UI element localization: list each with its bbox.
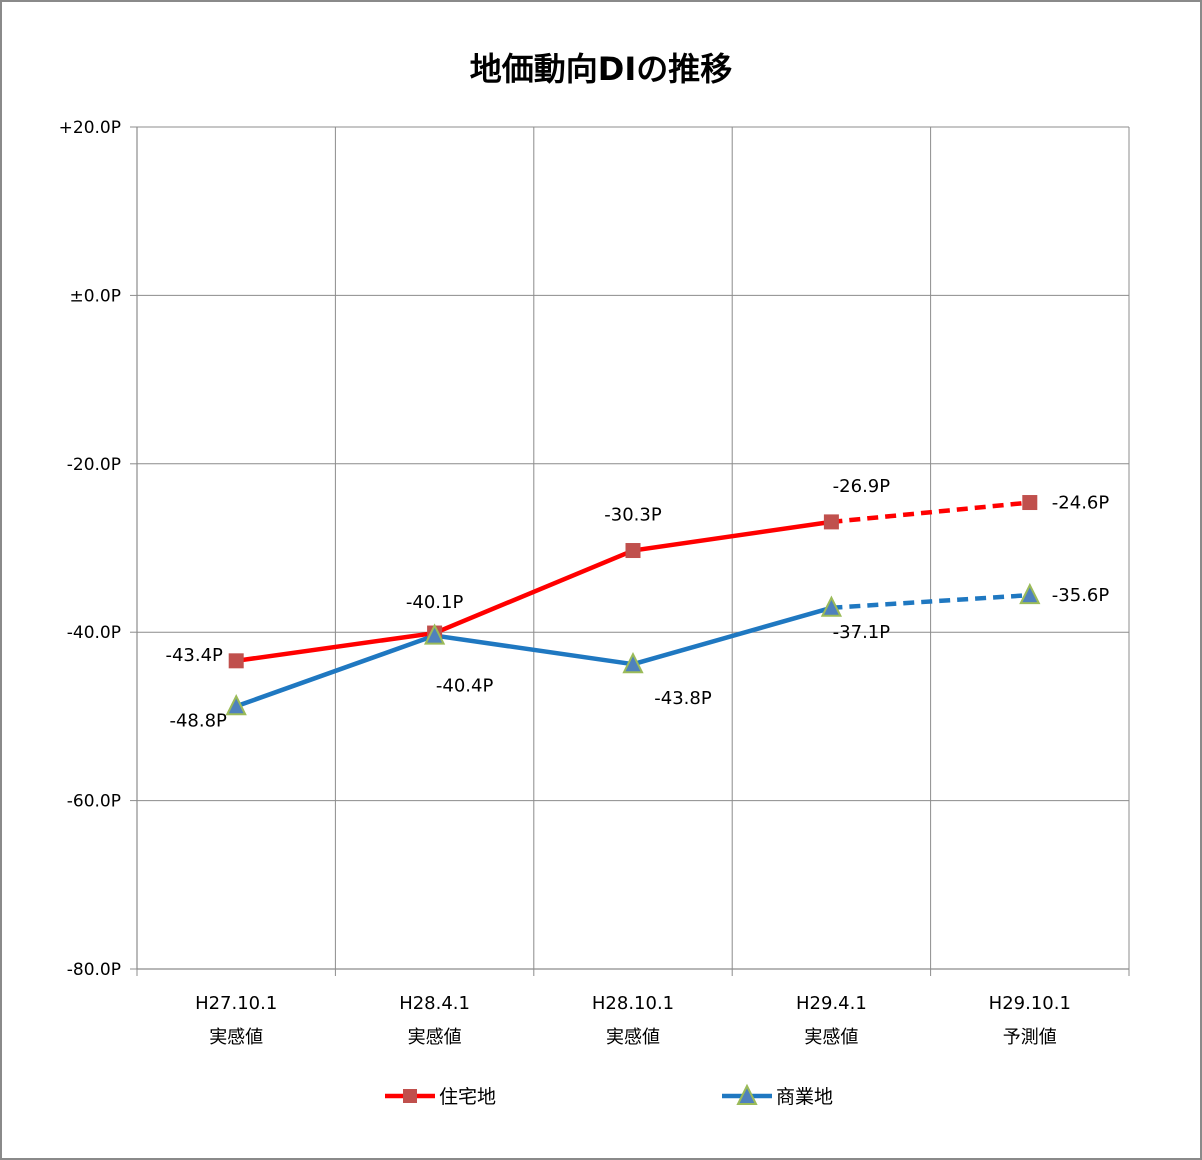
data-point-marker [423,623,446,645]
y-tick-label: -80.0P [67,960,121,980]
data-label: -48.8P [169,710,227,731]
x-category-label: H28.4.1 [399,993,470,1014]
series-line-dashed [831,500,1031,525]
data-point-marker [823,514,839,530]
data-label: -43.4P [165,645,223,666]
x-category-sublabel: 実感値 [606,1027,660,1048]
x-category-label: H29.10.1 [989,993,1071,1014]
data-label: -26.9P [833,476,891,497]
x-category-sublabel: 予測値 [1003,1027,1057,1048]
x-category-label: H29.4.1 [796,993,867,1014]
data-label: -35.6P [1052,585,1110,606]
x-category-sublabel: 実感値 [408,1027,462,1048]
legend-label: 商業地 [776,1086,833,1108]
y-tick-labels: +20.0P ±0.0P -20.0P -40.0P -60.0P -80.0P [59,118,121,980]
y-tick-label: -20.0P [67,455,121,475]
legend-marker [736,1083,758,1105]
series-line-solid [235,605,833,709]
data-point-marker [1019,582,1041,605]
x-category-labels: H27.10.1 実感値 H28.4.1 実感値 H28.10.1 実感値 H29.4.1 実… [195,993,1071,1048]
series-markers [225,495,1041,716]
chart-title: 地価動向DIの推移 [469,50,733,88]
y-tick-label: ±0.0P [69,286,121,306]
x-category-label: H27.10.1 [195,993,277,1014]
axes [130,126,1130,976]
data-point-marker [622,651,644,674]
data-labels: -43.4P -40.1P -30.3P -26.9P -24.6P -48.8P -40.… [165,476,1109,731]
legend: 住宅地 商業地 [385,1083,833,1108]
legend-marker [403,1089,417,1103]
data-label: -37.1P [833,622,891,643]
series-line-dashed [831,592,1030,611]
data-label: -40.4P [436,676,494,697]
series-lines [235,500,1031,709]
x-category-label: H28.10.1 [592,993,674,1014]
data-point-marker [228,653,244,669]
data-label: -24.6P [1052,493,1110,514]
y-tick-label: -60.0P [67,792,121,812]
data-point-marker [625,543,641,559]
data-point-marker [225,694,247,716]
legend-label: 住宅地 [439,1086,496,1108]
data-label: -30.3P [604,505,662,526]
series-line-solid [235,519,832,664]
x-category-sublabel: 実感値 [804,1027,858,1048]
data-point-marker [820,595,843,617]
data-point-marker [1022,495,1038,511]
data-label: -40.1P [406,592,464,613]
y-tick-label: +20.0P [59,118,121,138]
data-label: -43.8P [654,688,712,709]
y-tick-label: -40.0P [67,623,121,643]
x-category-sublabel: 実感値 [209,1027,263,1048]
